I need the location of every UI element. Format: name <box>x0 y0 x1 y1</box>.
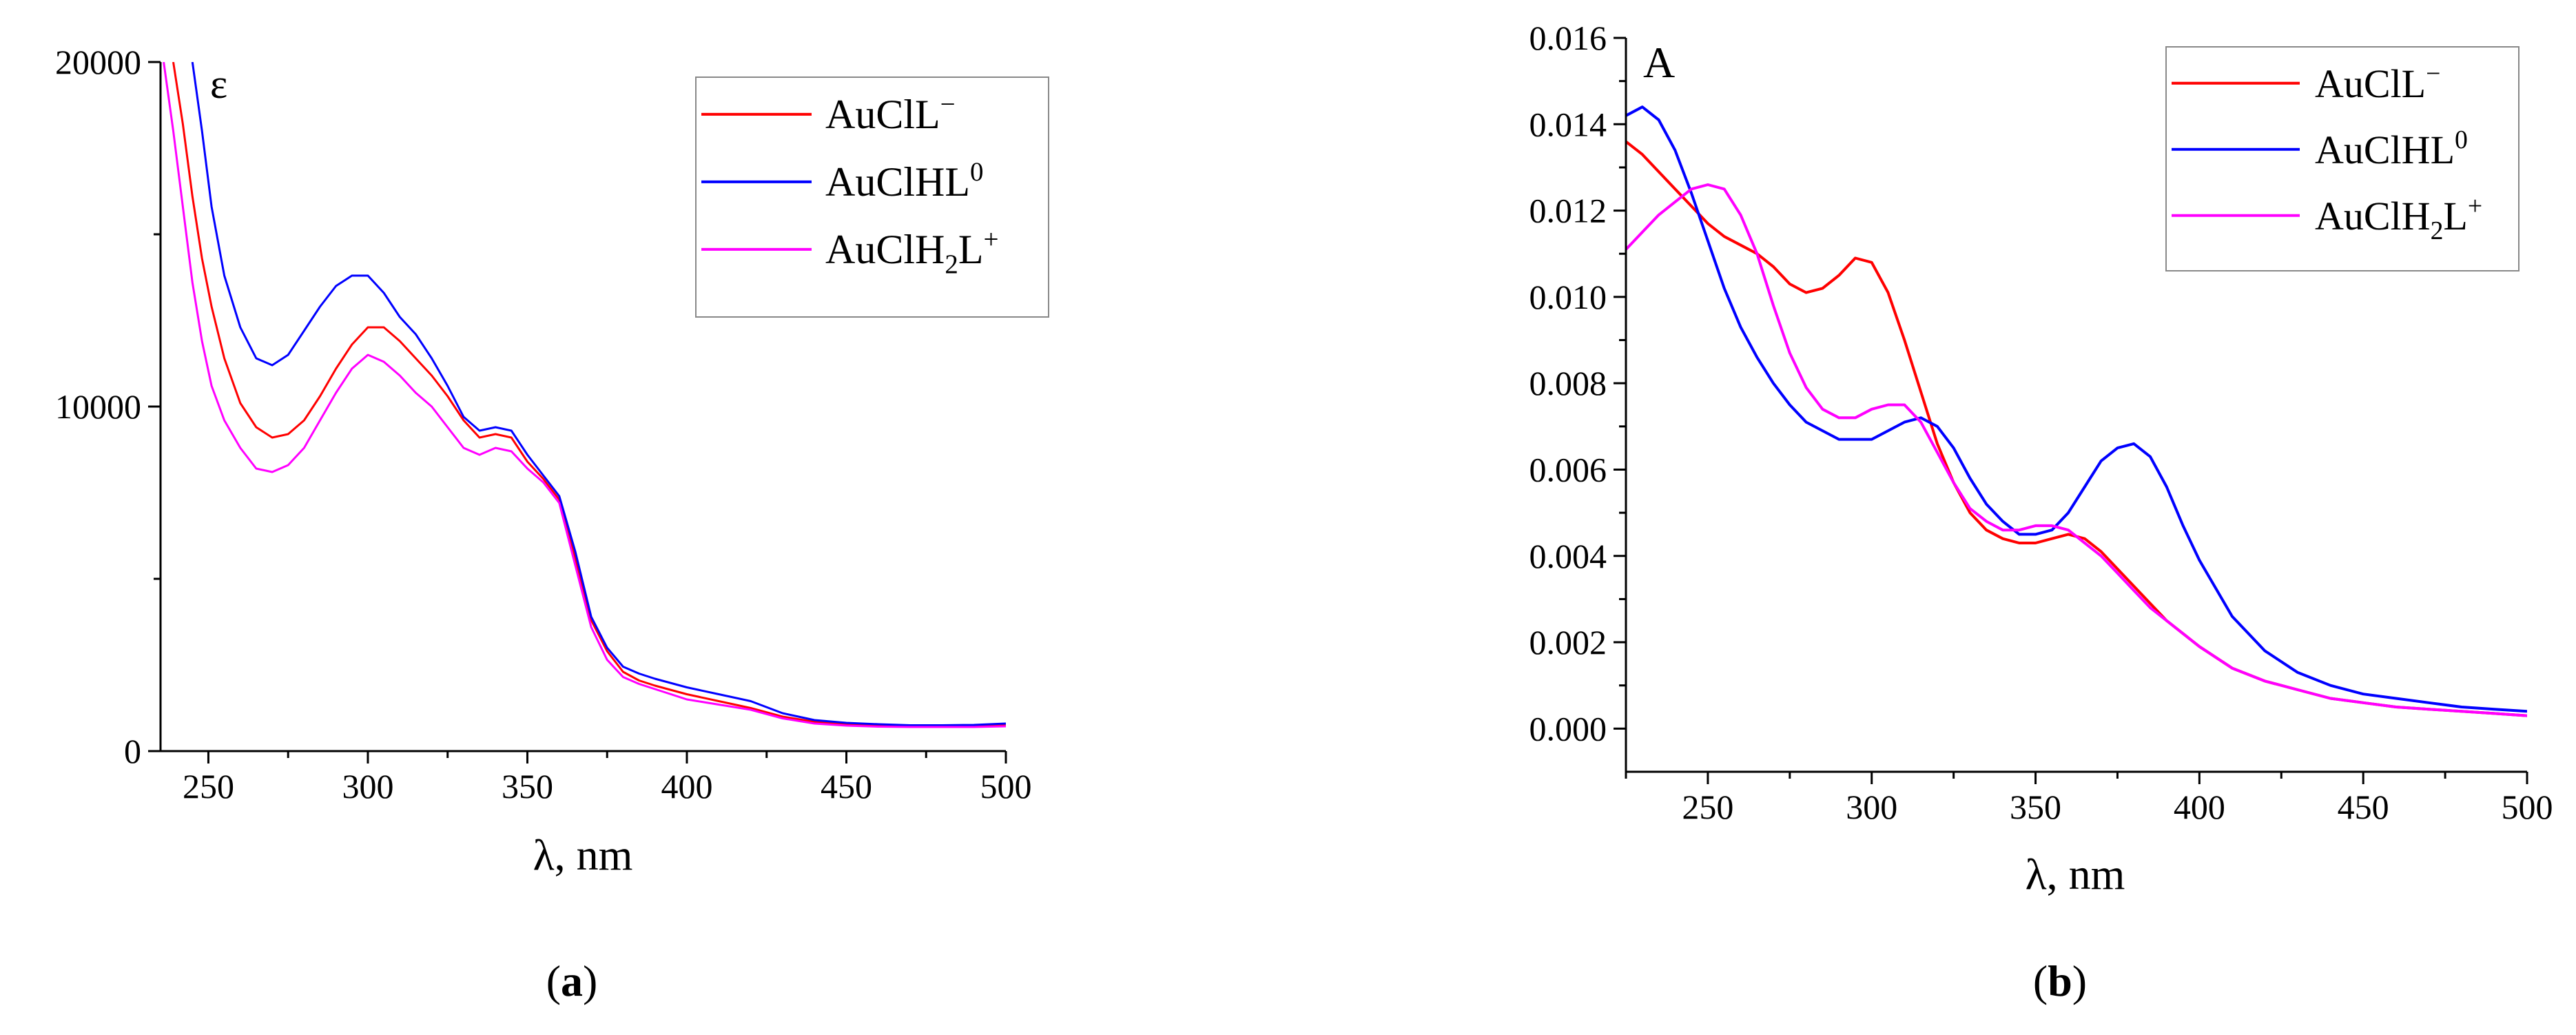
chart-a-legend-label-1: AuClHL0 <box>825 157 984 205</box>
chart-b: 250 300 350 400 450 500 0.000 0.002 0.004 0.006 0.… <box>1529 19 2553 1005</box>
chart-b-ytick-label: 0.006 <box>1529 450 1607 489</box>
chart-b-ytick-label: 0.014 <box>1529 105 1607 143</box>
chart-a-ylabel: ε <box>210 61 227 107</box>
chart-b-legend-label-0: AuClL− <box>2315 59 2440 106</box>
chart-a-legend-label-0: AuClL− <box>825 90 956 137</box>
chart-a-ticks: 250 300 350 400 450 500 0 10000 20000 <box>55 43 1032 806</box>
panel-label-a-close: ) <box>583 956 597 1005</box>
chart-a-series-line-2 <box>163 62 1006 728</box>
chart-b-ytick-label: 0.012 <box>1529 192 1607 230</box>
chart-a-legend-box <box>695 76 1049 318</box>
chart-b-xtick-label: 250 <box>1682 788 1733 826</box>
chart-b-series <box>1626 105 2527 717</box>
chart-b-ylabel: A <box>1643 38 1675 87</box>
chart-b-series-line-2 <box>1626 183 2527 717</box>
chart-b-legend-label-2: AuClH2L+ <box>2315 192 2482 245</box>
panel-label-b-open: ( <box>2033 956 2048 1005</box>
chart-a-legend: AuClL− AuClHL0 AuClH2L+ <box>695 76 1049 318</box>
chart-b-xtick-label: 400 <box>2174 788 2225 826</box>
chart-a-xtick-label: 300 <box>342 767 393 806</box>
chart-a-series-line-1 <box>191 62 1006 726</box>
panel-label-a-open: ( <box>546 956 561 1005</box>
chart-b-xtick-label: 500 <box>2502 788 2553 826</box>
chart-a-series-line-0 <box>172 62 1006 727</box>
chart-b-ytick-label: 0.008 <box>1529 364 1607 402</box>
chart-b-ytick-label: 0.004 <box>1529 537 1607 575</box>
chart-b-ytick-label: 0.010 <box>1529 278 1607 316</box>
chart-b-ytick-label: 0.002 <box>1529 623 1607 662</box>
chart-a-xtick-label: 400 <box>661 767 712 806</box>
chart-b-ytick-label: 0.000 <box>1529 709 1607 748</box>
chart-a-series <box>163 62 1006 728</box>
chart-b-xlabel: λ, nm <box>2026 850 2125 899</box>
chart-a-legend-label-2: AuClH2L+ <box>825 225 999 279</box>
chart-a-ytick-label: 10000 <box>55 387 141 426</box>
panel-label-a: (a) <box>546 956 598 1005</box>
chart-a-ytick-label: 20000 <box>55 43 141 81</box>
chart-b-legend: AuClL− AuClHL0 AuClH2L+ <box>2165 46 2520 271</box>
chart-a-xtick-label: 250 <box>183 767 234 806</box>
chart-b-xtick-label: 450 <box>2338 788 2389 826</box>
panel-label-a-letter: a <box>561 956 583 1005</box>
chart-a-xtick-label: 500 <box>980 767 1032 806</box>
chart-a-xtick-label: 450 <box>821 767 872 806</box>
chart-b-ticks: 250 300 350 400 450 500 0.000 0.002 0.004 0.006 0.… <box>1529 19 2553 826</box>
chart-a-xtick-label: 350 <box>502 767 553 806</box>
chart-b-series-line-1 <box>1626 105 2527 713</box>
chart-b-ytick-label: 0.016 <box>1529 19 1607 57</box>
chart-b-xtick-label: 350 <box>2010 788 2061 826</box>
chart-b-legend-label-1: AuClHL0 <box>2315 125 2468 172</box>
chart-a-ytick-label: 0 <box>124 732 141 770</box>
panel-label-b-close: ) <box>2072 956 2087 1005</box>
chart-b-xtick-label: 300 <box>1846 788 1897 826</box>
chart-a-xlabel: λ, nm <box>533 830 633 879</box>
chart-a: 250 300 350 400 450 500 0 10000 20000 ε λ, nm Au… <box>55 43 1049 1005</box>
panel-label-b-letter: b <box>2048 956 2072 1005</box>
chart-b-axes <box>1625 38 2527 773</box>
panel-label-b: (b) <box>2033 956 2087 1005</box>
